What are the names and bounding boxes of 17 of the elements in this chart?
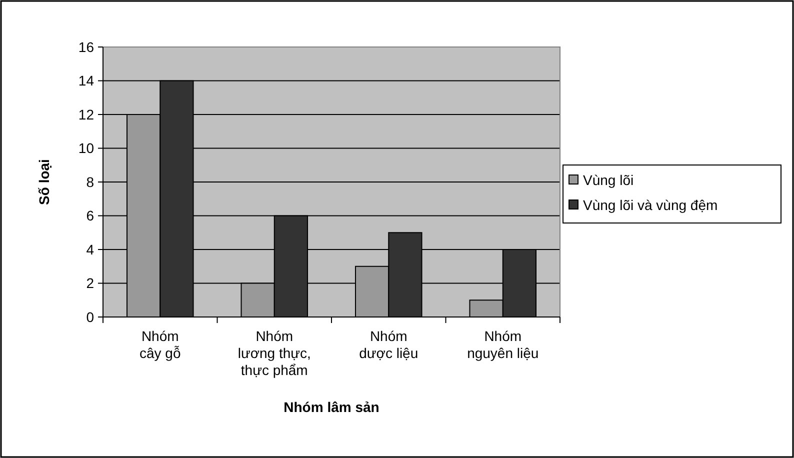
y-axis-title: Số loại [36, 159, 52, 205]
x-axis-title: Nhóm lâm sản [284, 399, 380, 415]
y-tick-label: 10 [78, 140, 94, 156]
x-tick-label: Nhóm nguyên liệu [467, 328, 539, 361]
y-tick-label: 6 [86, 208, 94, 224]
y-tick-label: 8 [86, 174, 94, 190]
x-tick-label: Nhóm cây gỗ [140, 328, 181, 361]
legend-label: Vùng lõi [583, 172, 634, 188]
y-tick-label: 12 [78, 106, 94, 122]
y-tick-label: 2 [86, 275, 94, 292]
x-tick-label: Nhóm lương thực, thực phẩm [238, 328, 311, 378]
legend-label: Vùng lõi và vùng đệm [583, 196, 718, 213]
y-tick-label: 14 [78, 72, 94, 89]
y-tick-label: 0 [86, 308, 94, 325]
x-tick-label: Nhóm dược liệu [359, 328, 418, 361]
y-tick-label: 4 [86, 241, 94, 258]
y-tick-label: 16 [78, 38, 94, 55]
